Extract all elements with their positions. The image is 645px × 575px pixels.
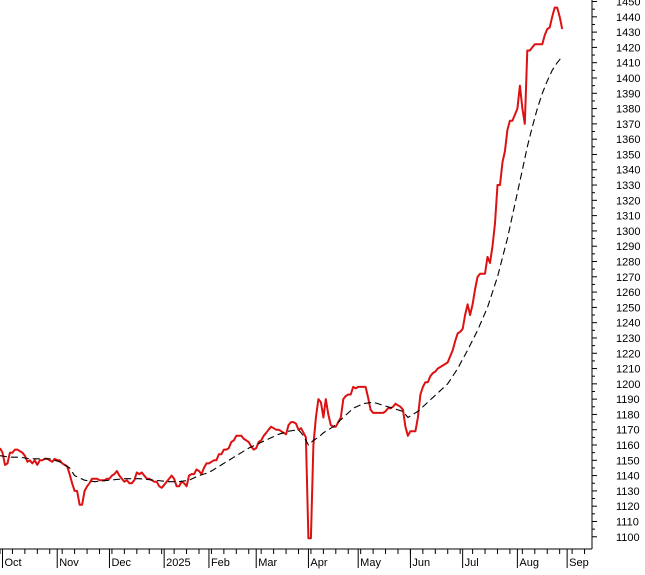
y-tick-label: 1290 bbox=[616, 241, 640, 253]
x-tick-label: Oct bbox=[4, 557, 21, 569]
y-tick-label: 1210 bbox=[616, 364, 640, 376]
y-tick-label: 1100 bbox=[616, 532, 640, 544]
y-tick-label: 1200 bbox=[616, 379, 640, 391]
x-tick-label: Dec bbox=[111, 557, 131, 569]
y-tick-label: 1190 bbox=[616, 394, 640, 406]
y-tick-label: 1270 bbox=[616, 272, 640, 284]
y-tick-label: 1250 bbox=[616, 302, 640, 314]
x-tick-label: May bbox=[360, 557, 381, 569]
y-tick-label: 1230 bbox=[616, 333, 640, 345]
y-tick-label: 1440 bbox=[616, 12, 640, 24]
x-tick-label: Apr bbox=[310, 557, 327, 569]
x-tick-label: Aug bbox=[519, 557, 539, 569]
y-tick-label: 1420 bbox=[616, 42, 640, 54]
y-tick-label: 1320 bbox=[616, 195, 640, 207]
y-tick-label: 1150 bbox=[616, 455, 640, 467]
x-tick-label: 2025 bbox=[166, 557, 190, 569]
y-tick-label: 1360 bbox=[616, 134, 640, 146]
y-tick-label: 1390 bbox=[616, 88, 640, 100]
y-tick-label: 1380 bbox=[616, 104, 640, 116]
x-tick-label: Jun bbox=[412, 557, 430, 569]
x-tick-label: Mar bbox=[258, 557, 277, 569]
y-tick-label: 1400 bbox=[616, 73, 640, 85]
x-tick-label: Jul bbox=[465, 557, 479, 569]
y-tick-label: 1260 bbox=[616, 287, 640, 299]
y-tick-label: 1110 bbox=[616, 516, 639, 528]
x-axis: Oct Nov Dec 2025 Feb Mar Apr May Jun Jul Aug Sep bbox=[0, 549, 589, 569]
y-tick-label: 1160 bbox=[616, 440, 640, 452]
price-line bbox=[0, 6, 564, 540]
y-tick-label: 1120 bbox=[616, 501, 640, 513]
y-tick-label: 1340 bbox=[616, 165, 640, 177]
y-tick-label: 1170 bbox=[616, 425, 640, 437]
y-tick-label: 1310 bbox=[616, 211, 640, 223]
x-tick-label: Sep bbox=[569, 557, 589, 569]
x-tick-label: Feb bbox=[211, 557, 230, 569]
y-tick-label: 1450 bbox=[616, 0, 640, 9]
y-axis: 1100 1110 1120 1130 1140 1150 1160 1170 1180 1190… bbox=[592, 0, 640, 544]
y-tick-label: 1370 bbox=[616, 119, 640, 131]
y-tick-label: 1350 bbox=[616, 149, 640, 161]
y-tick-label: 1410 bbox=[616, 58, 640, 70]
y-tick-label: 1300 bbox=[616, 226, 640, 238]
y-tick-label: 1330 bbox=[616, 180, 640, 192]
y-tick-label: 1180 bbox=[616, 409, 640, 421]
y-tick-label: 1220 bbox=[616, 348, 640, 360]
y-tick-label: 1240 bbox=[616, 318, 640, 330]
series-layer bbox=[0, 6, 564, 540]
moving-average-line bbox=[0, 56, 563, 483]
y-tick-label: 1430 bbox=[616, 27, 640, 39]
y-tick-label: 1130 bbox=[616, 486, 640, 498]
y-tick-label: 1280 bbox=[616, 257, 640, 269]
y-tick-label: 1140 bbox=[616, 471, 640, 483]
x-tick-label: Nov bbox=[59, 557, 79, 569]
